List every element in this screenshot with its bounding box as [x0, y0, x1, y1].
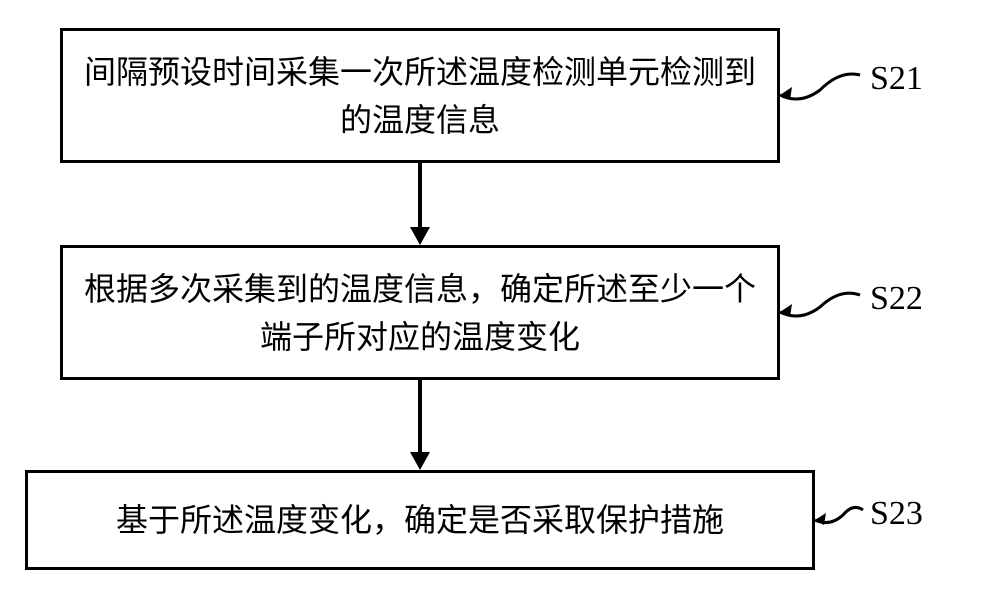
flowchart-step-1: 间隔预设时间采集一次所述温度检测单元检测到的温度信息: [60, 28, 780, 163]
arrow-1-to-2-line: [418, 163, 422, 227]
arrow-2-to-3-line: [418, 380, 422, 452]
flowchart-step-3: 基于所述温度变化，确定是否采取保护措施: [25, 470, 815, 570]
label-s22: S22: [870, 280, 923, 318]
connector-1-svg: [780, 60, 870, 110]
connector-3-svg: [815, 495, 875, 535]
flowchart-container: 间隔预设时间采集一次所述温度检测单元检测到的温度信息 根据多次采集到的温度信息，…: [0, 0, 1000, 612]
flowchart-step-3-text: 基于所述温度变化，确定是否采取保护措施: [116, 496, 724, 544]
arrow-1-to-2-head: [410, 227, 430, 245]
flowchart-step-2-text: 根据多次采集到的温度信息，确定所述至少一个端子所对应的温度变化: [83, 265, 757, 361]
label-s21: S21: [870, 60, 923, 98]
connector-2-svg: [780, 280, 870, 330]
arrow-2-to-3-head: [410, 452, 430, 470]
flowchart-step-1-text: 间隔预设时间采集一次所述温度检测单元检测到的温度信息: [83, 48, 757, 144]
label-s23: S23: [870, 495, 923, 533]
flowchart-step-2: 根据多次采集到的温度信息，确定所述至少一个端子所对应的温度变化: [60, 245, 780, 380]
